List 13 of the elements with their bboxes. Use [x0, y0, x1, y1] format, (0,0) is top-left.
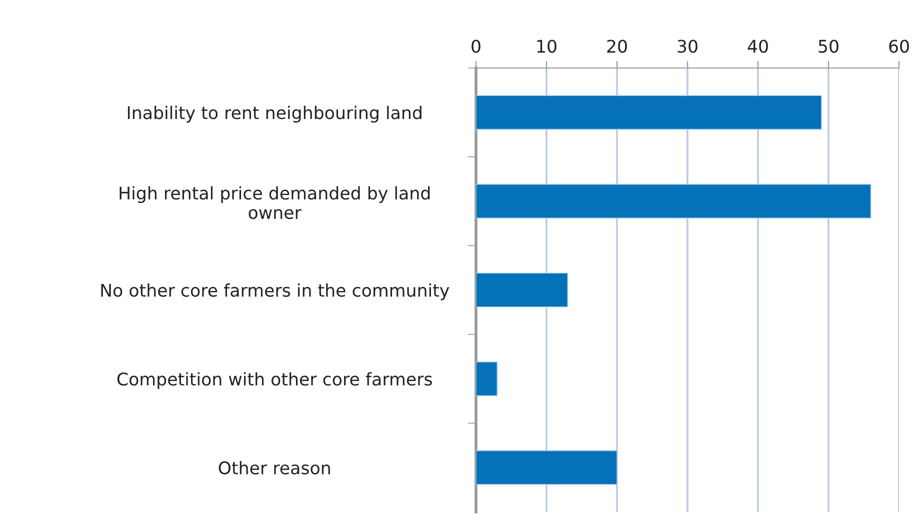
x-tick-label: 50 [818, 40, 838, 53]
x-tick-label: 30 [678, 40, 698, 53]
x-tick-label: 0 [472, 40, 480, 53]
y-tick-label: Competition with other core farmers [117, 372, 432, 390]
x-tick-label: 40 [748, 40, 768, 53]
y-tick-label: Other reason [218, 461, 330, 474]
y-tick-label: Inability to rent neighbouring land [128, 106, 422, 123]
y-tick-label: High rental price demanded by land owner [120, 186, 430, 220]
y-tick-label: No other core farmers in the community [101, 283, 450, 300]
x-tick-label: 60 [889, 40, 909, 53]
x-tick-label: 10 [537, 40, 556, 53]
bar [476, 362, 498, 396]
x-tick-label: 20 [607, 40, 627, 53]
